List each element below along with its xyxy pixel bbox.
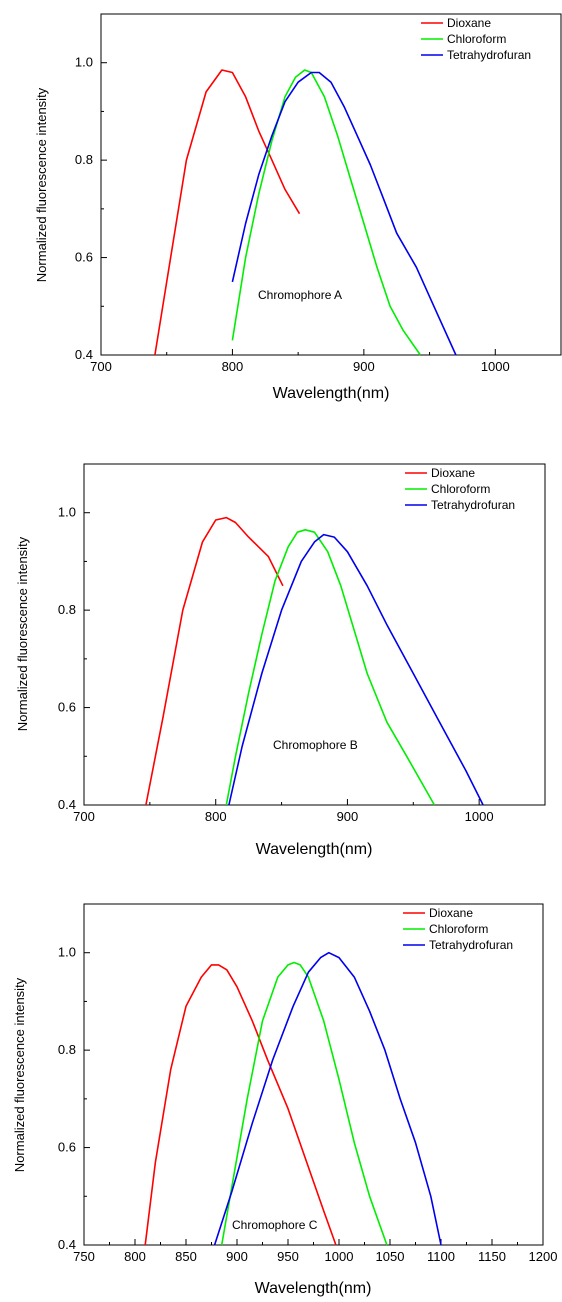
- x-tick-label: 1150: [478, 1249, 506, 1264]
- x-tick-label: 700: [90, 359, 112, 374]
- x-tick-label: 1000: [325, 1249, 354, 1264]
- chart-panel-c: 750 800 850 900 950 1000 1050 1100 1150 1200 0.4 0.…: [12, 903, 558, 1297]
- plot-frame: [83, 903, 544, 1246]
- series-line-chloroform: [231, 69, 422, 356]
- y-tick-label: 0.8: [58, 602, 76, 617]
- legend-label: Tetrahydrofuran: [429, 938, 513, 952]
- series-line-dioxane: [154, 69, 301, 356]
- y-tick-label: 0.6: [58, 1140, 76, 1155]
- y-axis-title: Normalized fluorescence intensity: [12, 977, 27, 1172]
- series-line-dioxane: [145, 516, 284, 806]
- x-tick-label: 900: [337, 809, 359, 824]
- series-line-tetrahydrofuran: [231, 71, 457, 356]
- x-tick-label: 900: [353, 359, 375, 374]
- y-tick-label: 0.4: [75, 347, 93, 362]
- series-line-tetrahydrofuran: [213, 951, 442, 1246]
- chromophore-label: Chromophore B: [273, 738, 358, 752]
- y-tick-label: 1.0: [75, 55, 93, 70]
- series-line-chloroform: [220, 961, 388, 1246]
- series-line-tetrahydrofuran: [228, 533, 484, 806]
- x-tick-label: 700: [73, 809, 95, 824]
- legend-label: Dioxane: [431, 466, 475, 480]
- plot-frame: [83, 463, 546, 806]
- x-tick-label: 800: [222, 359, 244, 374]
- x-tick-label: 950: [277, 1249, 299, 1264]
- x-tick-label: 800: [205, 809, 227, 824]
- legend-label: Dioxane: [447, 16, 491, 30]
- x-tick-label: 1000: [465, 809, 494, 824]
- y-tick-label: 0.6: [75, 250, 93, 265]
- y-tick-label: 1.0: [58, 945, 76, 960]
- series-line-dioxane: [144, 964, 337, 1246]
- y-tick-label: 1.0: [58, 505, 76, 520]
- legend-label: Chloroform: [429, 922, 488, 936]
- x-tick-label: 1100: [427, 1249, 455, 1264]
- legend-label: Chloroform: [431, 482, 490, 496]
- x-tick-label: 1200: [529, 1249, 558, 1264]
- x-axis-title: Wavelength(nm): [273, 385, 390, 402]
- chromophore-label: Chromophore A: [258, 288, 342, 302]
- chromophore-label: Chromophore C: [232, 1218, 318, 1232]
- legend-label: Tetrahydrofuran: [447, 48, 531, 62]
- x-axis-title: Wavelength(nm): [256, 841, 373, 858]
- series-line-chloroform: [225, 529, 436, 806]
- y-tick-label: 0.4: [58, 797, 76, 812]
- legend-label: Dioxane: [429, 906, 473, 920]
- chart-panel-a: 700 800 900 1000 0.4 0.6 0.8 1.0 Dioxane Chlorofo…: [34, 13, 562, 402]
- y-tick-label: 0.4: [58, 1237, 76, 1252]
- chart-panel-b: 700 800 900 1000 0.4 0.6 0.8 1.0 Dioxane Chlorofo…: [15, 463, 546, 858]
- legend-label: Tetrahydrofuran: [431, 498, 515, 512]
- x-tick-label: 1000: [481, 359, 510, 374]
- y-tick-label: 0.8: [58, 1042, 76, 1057]
- x-axis-title: Wavelength(nm): [255, 1280, 372, 1297]
- x-tick-label: 900: [226, 1249, 248, 1264]
- x-tick-label: 750: [73, 1249, 95, 1264]
- x-tick-label: 850: [175, 1249, 197, 1264]
- plot-frame: [100, 13, 562, 356]
- legend-label: Chloroform: [447, 32, 506, 46]
- y-axis-title: Normalized fluorescence intensity: [15, 536, 30, 731]
- x-tick-label: 1050: [376, 1249, 405, 1264]
- y-tick-label: 0.6: [58, 700, 76, 715]
- y-tick-label: 0.8: [75, 152, 93, 167]
- y-axis-title: Normalized fluorescence intensity: [34, 87, 49, 282]
- x-tick-label: 800: [124, 1249, 146, 1264]
